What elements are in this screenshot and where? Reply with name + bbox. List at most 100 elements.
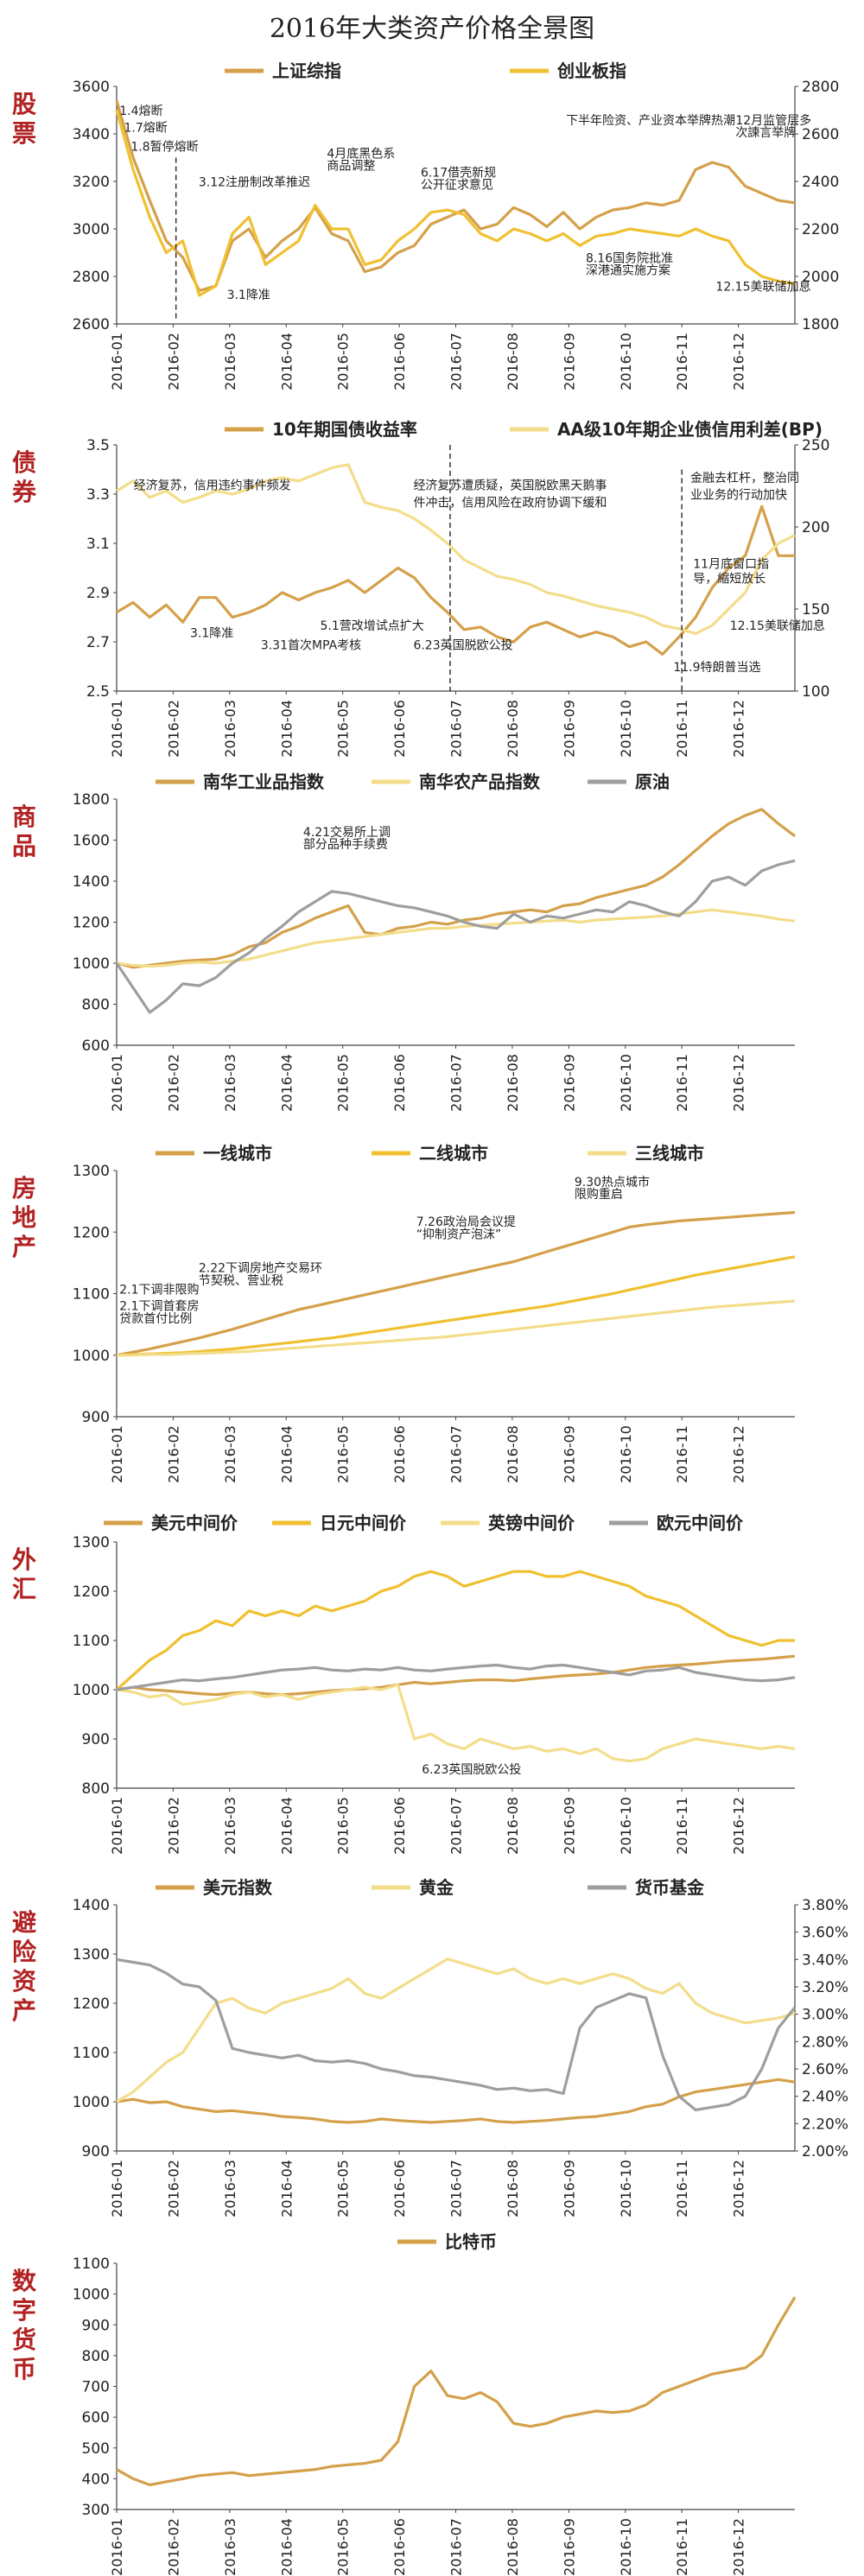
y-tick-label: 800: [82, 2348, 110, 2365]
y-tick-label: 3.3: [86, 486, 110, 504]
x-tick-label: 2016-03: [222, 1797, 238, 1855]
annotation: 4月底黑色系: [327, 147, 395, 162]
x-tick-label: 2016-11: [674, 333, 690, 390]
x-tick-label: 2016-02: [165, 1054, 181, 1112]
annotation: 12.15美联储加息: [730, 619, 825, 633]
x-tick-label: 2016-02: [165, 2160, 181, 2218]
x-tick-label: 2016-02: [165, 700, 181, 758]
x-tick-label: 2016-05: [335, 1797, 352, 1855]
x-tick-label: 2016-07: [448, 2160, 465, 2218]
legend-label: 美元指数: [203, 1877, 273, 1898]
x-tick-label: 2016-04: [278, 2160, 295, 2218]
x-tick-label: 2016-10: [618, 2518, 634, 2576]
x-tick-label: 2016-04: [278, 1797, 295, 1855]
y-tick-label: 1200: [73, 1583, 110, 1601]
side-title-char: 外: [12, 1545, 36, 1574]
annotation: 部分品种手续费: [303, 837, 388, 852]
annotation: 1.7熔断: [124, 121, 168, 135]
y-tick-label: 2.9: [86, 585, 110, 602]
legend-label: 上证综指: [272, 60, 341, 81]
page-title: 2016年大类资产价格全景图: [269, 14, 595, 44]
series-line: [116, 1957, 796, 2103]
y-tick-label: 1000: [73, 1682, 110, 1699]
annotation: 7.26政治局会议提: [416, 1215, 516, 1229]
annotation: 1.4熔断: [119, 105, 162, 118]
y-tick-label: 2.5: [86, 683, 110, 701]
x-tick-label: 2016-05: [335, 1425, 352, 1483]
x-tick-label: 2016-06: [391, 2160, 408, 2218]
x-tick-label: 2016-05: [335, 1054, 352, 1112]
y-tick-label: 800: [82, 1780, 110, 1798]
x-tick-label: 2016-02: [165, 2518, 181, 2576]
chart-bonds: 债券 2.5 2.7 2.9 3.1 3.3 3.5 100 150 200 250 2016-01 2…: [12, 419, 829, 758]
y-tick-label: 900: [82, 2317, 110, 2334]
y-tick-right-label: 2.20%: [802, 2116, 848, 2133]
series-line: [116, 2078, 796, 2124]
chart-commodities: 商品 600 800 1000 1200 1400 1600 1800 2016-01 2016-…: [12, 771, 796, 1112]
series-line: [116, 1683, 796, 1763]
series-line: [115, 859, 796, 1014]
y-tick-label: 3.1: [86, 536, 110, 553]
x-tick-label: 2016-02: [165, 1425, 181, 1483]
legend-label: 南华工业品指数: [203, 771, 325, 792]
side-title-char: 币: [12, 2355, 36, 2383]
annotation: 2.1下调首套房: [119, 1300, 199, 1314]
side-title-char: 票: [12, 119, 36, 148]
x-tick-label: 2016-08: [505, 1425, 521, 1483]
annotation: 6.23英国脱欧公投: [422, 1762, 521, 1777]
annotation: 节契税、营业税: [199, 1274, 283, 1288]
annotation: 9.30热点城市: [575, 1175, 650, 1190]
y-tick-label: 1100: [73, 1286, 110, 1304]
annotation: 3.1降准: [190, 626, 233, 640]
x-tick-label: 2016-11: [674, 2518, 690, 2576]
y-tick-label: 3.5: [86, 437, 110, 454]
side-title-char: 货: [12, 2325, 36, 2354]
side-title-char: 券: [12, 478, 37, 506]
y-tick-right-label: 3.00%: [802, 2007, 848, 2024]
x-tick-label: 2016-03: [222, 2160, 238, 2218]
legend-label: 货币基金: [635, 1877, 705, 1898]
x-tick-label: 2016-07: [448, 1797, 465, 1855]
x-tick-label: 2016-07: [448, 700, 465, 758]
series-line: [116, 1654, 796, 1697]
annotation: 公开征求意见: [421, 177, 493, 192]
annotation: 3.1降准: [227, 289, 270, 302]
x-tick-label: 2016-08: [505, 700, 521, 758]
side-title-char: 资: [12, 1967, 36, 1995]
legend-label: 三线城市: [635, 1143, 704, 1164]
x-tick-label: 2016-03: [222, 2518, 238, 2576]
chart-housing: 房地产 900 1000 1100 1200 1300 2016-01 2016-02 2016…: [12, 1143, 796, 1483]
series-line: [115, 1570, 795, 1691]
x-tick-label: 2016-11: [674, 700, 690, 758]
series-line: [117, 1299, 796, 1357]
chart-stocks: 股票 2600 2800 3000 3200 3400 3600 1800 2000 2200 24…: [12, 60, 839, 390]
annotation: 2.1下调非限购: [119, 1284, 199, 1298]
x-tick-label: 2016-01: [109, 2518, 125, 2576]
side-title-char: 险: [12, 1938, 37, 1966]
series-line: [116, 1255, 796, 1357]
y-tick-right-label: 3.80%: [802, 1897, 848, 1914]
x-tick-label: 2016-10: [618, 1054, 634, 1112]
annotation: 6.23英国脱欧公投: [413, 638, 512, 653]
y-tick-right-label: 2000: [802, 269, 839, 286]
y-tick-right-label: 2800: [802, 79, 839, 96]
x-tick-label: 2016-09: [561, 2160, 577, 2218]
side-title-char: 字: [12, 2296, 36, 2325]
y-tick-right-label: 2400: [802, 174, 839, 191]
annotation: 4.21交易所上调: [303, 825, 391, 840]
x-tick-label: 2016-04: [278, 1054, 295, 1112]
side-title-char: 产: [12, 1233, 36, 1261]
y-tick-label: 2800: [73, 269, 110, 286]
y-tick-label: 1200: [73, 1224, 110, 1241]
x-tick-label: 2016-09: [561, 333, 577, 390]
y-tick-label: 3600: [73, 79, 110, 96]
y-tick-right-label: 2.00%: [802, 2143, 848, 2160]
annotation: 6.17借壳新规: [421, 166, 496, 181]
annotation: 经济复苏，信用违约事件频发: [134, 478, 291, 492]
x-tick-label: 2016-11: [674, 1054, 690, 1112]
x-tick-label: 2016-07: [448, 1425, 465, 1483]
annotation: 商品调整: [327, 159, 375, 173]
annotation: 11.9特朗普当选: [673, 661, 760, 675]
series-line: [116, 1663, 796, 1691]
